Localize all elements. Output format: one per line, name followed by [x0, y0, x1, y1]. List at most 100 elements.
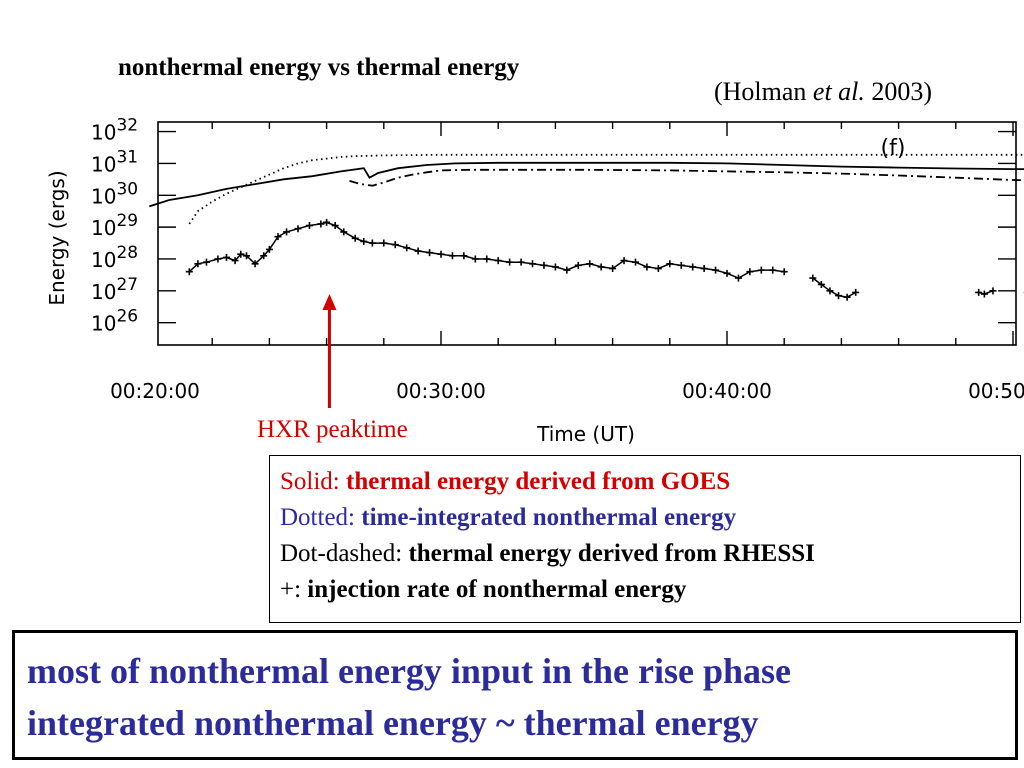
- injection-rate-point: [323, 218, 331, 226]
- solid-series-line: [149, 161, 1024, 208]
- injection-rate-point: [689, 263, 697, 271]
- legend-style-label: Dotted:: [280, 504, 362, 531]
- injection-rate-point: [403, 244, 411, 252]
- injection-rate-point: [237, 250, 245, 258]
- injection-rate-point: [757, 266, 765, 274]
- hxr-peaktime-label: HXR peaktime: [257, 416, 408, 443]
- injection-rate-point: [780, 268, 788, 276]
- citation-italic: et al.: [812, 77, 865, 106]
- injection-rate-line: [188, 221, 785, 279]
- legend-item-plus: +: injection rate of nonthermal energy: [280, 572, 1010, 608]
- summary-line-2: integrated nonthermal energy ~ thermal e…: [27, 703, 759, 743]
- injection-rate-point: [265, 245, 273, 253]
- y-tick-label: 1030: [91, 179, 138, 208]
- legend-description: time-integrated nonthermal energy: [361, 504, 737, 531]
- injection-rate-point: [243, 252, 251, 260]
- y-tick-label: 1026: [91, 307, 138, 336]
- injection-rate-point: [460, 252, 468, 260]
- legend-item-solid: Solid: thermal energy derived from GOES: [280, 464, 1010, 500]
- injection-rate-point: [989, 287, 997, 295]
- panel-label: (f): [881, 136, 906, 161]
- citation-suffix: 2003): [864, 77, 933, 106]
- injection-rate-point: [506, 258, 514, 266]
- y-axis-label: Energy (ergs): [45, 170, 69, 305]
- legend-style-label: Solid:: [280, 468, 346, 495]
- injection-rate-point: [483, 255, 491, 263]
- x-tick-label: 00:40:00: [682, 379, 772, 403]
- injection-rate-point: [380, 239, 388, 247]
- dot-dashed-series-line: [349, 168, 1024, 187]
- injection-rate-point: [517, 258, 525, 266]
- injection-rate-point: [700, 265, 708, 273]
- x-tick-label: 00:50:00: [968, 379, 1024, 403]
- citation: (Holman et al. 2003): [714, 77, 932, 107]
- injection-rate-point: [723, 269, 731, 277]
- injection-rate-point: [809, 274, 817, 282]
- injection-rate-point: [643, 263, 651, 271]
- injection-rate-point: [540, 261, 548, 269]
- injection-rate-point: [368, 239, 376, 247]
- injection-rate-point: [597, 263, 605, 271]
- legend-item-dot-dashed: Dot-dashed: thermal energy derived from …: [280, 536, 1010, 572]
- injection-rate-point: [620, 257, 628, 265]
- injection-rate-point: [294, 225, 302, 233]
- legend-box: Solid: thermal energy derived from GOES …: [269, 455, 1021, 623]
- injection-rate-point: [448, 252, 456, 260]
- x-tick-label: 00:30:00: [396, 379, 486, 403]
- legend-description: injection rate of nonthermal energy: [307, 576, 687, 603]
- y-tick-label: 1029: [91, 211, 138, 240]
- injection-rate-point: [351, 234, 359, 242]
- injection-rate-point: [843, 293, 851, 301]
- injection-rate-point: [274, 233, 282, 241]
- injection-rate-point: [223, 253, 230, 261]
- y-tick-label: 1027: [91, 275, 138, 304]
- injection-rate-point: [609, 265, 617, 273]
- injection-rate-point: [260, 252, 268, 260]
- injection-rate-point: [817, 280, 825, 288]
- y-tick-label: 1032: [91, 116, 138, 145]
- injection-rate-point: [340, 228, 348, 236]
- plot-frame: [157, 121, 1017, 346]
- injection-rate-point: [305, 222, 313, 230]
- injection-rate-point: [391, 241, 399, 249]
- injection-rate-point: [494, 257, 502, 265]
- injection-rate-point: [712, 266, 720, 274]
- summary-box: most of nonthermal energy input in the r…: [12, 630, 1018, 760]
- legend-style-label: Dot-dashed:: [280, 540, 409, 567]
- injection-rate-point: [835, 292, 843, 300]
- citation-prefix: (Holman: [714, 77, 813, 106]
- injection-rate-point: [214, 255, 222, 263]
- legend-item-dotted: Dotted: time-integrated nonthermal energ…: [280, 500, 1010, 536]
- injection-rate-point: [231, 257, 239, 265]
- injection-rate-point: [414, 247, 422, 255]
- injection-rate-point: [654, 265, 662, 273]
- y-tick-label: 1028: [91, 243, 138, 272]
- injection-rate-point: [360, 237, 368, 245]
- injection-rate-point: [426, 249, 434, 257]
- injection-rate-point: [251, 260, 259, 268]
- hxr-arrow-head: [322, 294, 337, 310]
- injection-rate-point: [975, 288, 983, 296]
- injection-rate-point: [980, 290, 988, 298]
- injection-rate-point: [563, 266, 571, 274]
- injection-rate-point: [185, 268, 193, 276]
- injection-rate-line: [812, 277, 857, 298]
- injection-rate-point: [734, 274, 742, 282]
- injection-rate-point: [677, 261, 685, 269]
- slide-title: nonthermal energy vs thermal energy: [118, 54, 520, 81]
- legend-description: thermal energy derived from RHESSI: [408, 540, 815, 567]
- injection-rate-point: [666, 260, 674, 268]
- injection-rate-point: [437, 250, 445, 258]
- injection-rate-point: [194, 260, 202, 268]
- summary-line-1: most of nonthermal energy input in the r…: [27, 651, 791, 691]
- injection-rate-point: [769, 266, 777, 274]
- injection-rate-point: [826, 287, 834, 295]
- legend-style-label: +:: [280, 576, 308, 603]
- injection-rate-point: [586, 260, 594, 268]
- legend-description: thermal energy derived from GOES: [346, 468, 731, 495]
- x-axis-label: Time (UT): [536, 422, 635, 446]
- injection-rate-point: [283, 228, 291, 236]
- injection-rate-point: [529, 260, 537, 268]
- injection-rate-point: [574, 261, 582, 269]
- dotted-series-line: [188, 153, 1024, 225]
